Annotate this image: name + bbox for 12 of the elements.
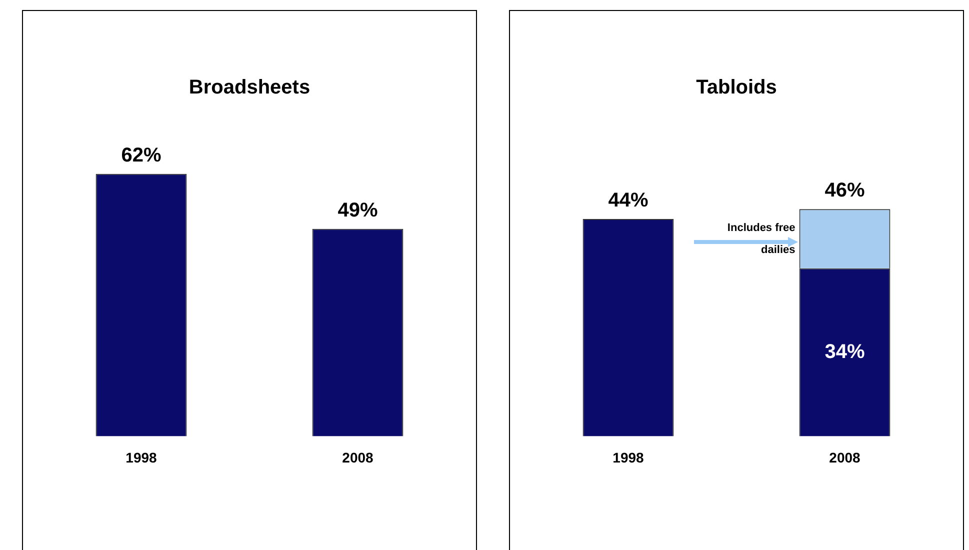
chart-title: Broadsheets [188,76,310,99]
data-label: 49% [338,199,378,222]
total-label: 46% [824,180,865,202]
x-tick-label: 1998 [612,449,644,466]
x-tick-label: 2008 [829,449,861,466]
x-tick-label: 2008 [342,449,374,466]
x-tick-label: 1998 [126,449,158,466]
data-label: 34% [824,340,865,363]
annotation: Includes free dailies [727,222,796,256]
data-label: 62% [121,144,162,166]
chart-title: Tabloids [696,76,777,99]
total-label: 44% [608,190,648,212]
